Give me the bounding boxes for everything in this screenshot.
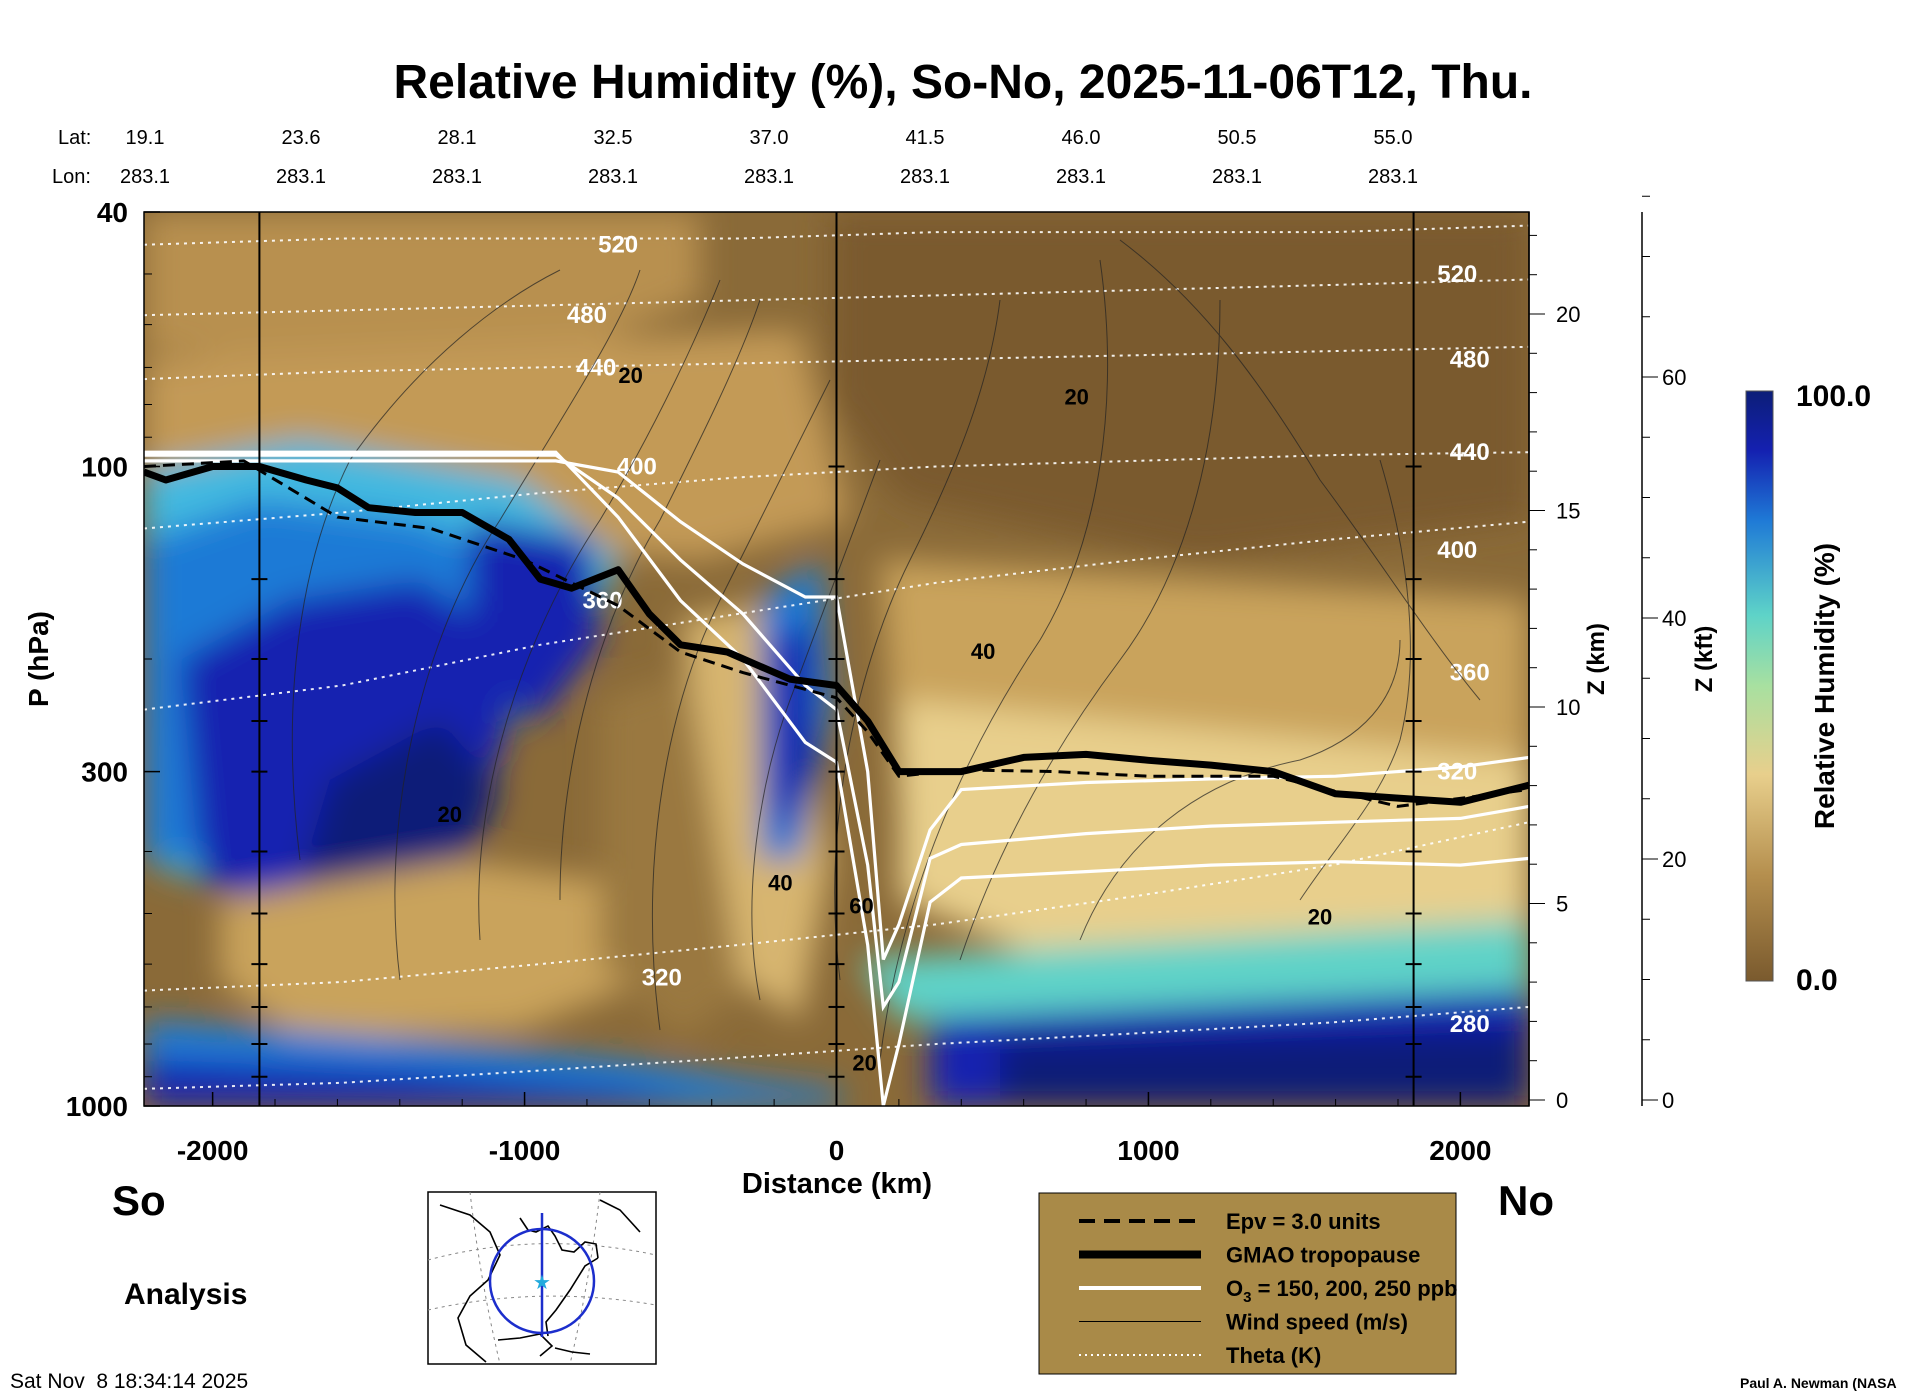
lat-row-label: Lat: — [58, 127, 91, 149]
analysis-label: Analysis — [124, 1278, 247, 1311]
wind-speed-label: 60 — [849, 893, 873, 918]
lat-value: 41.5 — [906, 127, 945, 149]
z-km-axis: 0 5 10 15 20 — [1528, 212, 1580, 1113]
theta-label: 320 — [642, 965, 682, 992]
z-km-tick-label: 20 — [1556, 302, 1580, 327]
theta-label: 440 — [576, 354, 616, 381]
x-tick-label: 1000 — [1117, 1135, 1179, 1166]
y-tick-label: 1000 — [66, 1091, 128, 1122]
credit: Paul A. Newman (NASA — [1740, 1375, 1897, 1391]
wind-speed-label: 40 — [971, 639, 995, 664]
lon-value: 283.1 — [1368, 166, 1418, 188]
inset-center-star-icon: ★ — [533, 1272, 551, 1294]
lon-row-label: Lon: — [52, 166, 91, 188]
y-axis: 40 100 300 1000 — [66, 197, 160, 1122]
south-end-label: So — [112, 1177, 166, 1224]
tropopause-line — [144, 463, 1529, 806]
lat-value: 19.1 — [126, 127, 165, 149]
wind-speed-label: 40 — [768, 870, 792, 895]
z-km-tick-label: 10 — [1556, 695, 1580, 720]
z-km-tick-label: 5 — [1556, 892, 1568, 917]
x-axis: -2000 -1000 0 1000 2000 — [177, 1092, 1492, 1166]
legend-label: Wind speed (m/s) — [1226, 1310, 1408, 1335]
x-tick-label: 0 — [829, 1135, 845, 1166]
theta-line-320 — [144, 821, 1529, 992]
z-km-tick-label: 0 — [1556, 1088, 1568, 1113]
lat-lon-header: Lat: Lon: 19.1 283.1 23.6 283.1 28.1 283.1 32.… — [52, 127, 1418, 188]
lat-value: 28.1 — [438, 127, 477, 149]
lon-value: 283.1 — [276, 166, 326, 188]
theta-label: 360 — [1450, 660, 1490, 687]
z-kft-tick-label: 40 — [1662, 606, 1686, 631]
theta-label: 280 — [1450, 1011, 1490, 1038]
lon-value: 283.1 — [900, 166, 950, 188]
wind-speed-label: 20 — [437, 802, 461, 827]
colorbar-title: Relative Humidity (%) — [1809, 543, 1840, 829]
theta-label: 440 — [1450, 439, 1490, 466]
reference-verticals — [251, 212, 1422, 1106]
timestamp: Sat Nov 8 18:34:14 2025 — [10, 1370, 248, 1393]
ozone-contour — [144, 459, 1529, 961]
y-tick-label: 100 — [81, 451, 128, 482]
theta-line-360 — [144, 520, 1529, 711]
chart-title: Relative Humidity (%), So-No, 2025-11-06… — [394, 56, 1533, 109]
lat-value: 55.0 — [1374, 127, 1413, 149]
wind-speed-label: 20 — [1064, 385, 1088, 410]
wind-speed-label: 20 — [1308, 904, 1332, 929]
ozone-contour — [144, 450, 1529, 1106]
z-kft-tick-label: 0 — [1662, 1088, 1674, 1113]
legend-label: Epv = 3.0 units — [1226, 1209, 1381, 1234]
lon-value: 283.1 — [432, 166, 482, 188]
theta-label: 320 — [1437, 759, 1477, 786]
lat-value: 46.0 — [1062, 127, 1101, 149]
colorbar-min: 0.0 — [1796, 964, 1838, 997]
lon-value: 283.1 — [120, 166, 170, 188]
z-kft-axis-title: Z (kft) — [1691, 626, 1718, 693]
wind-speed-label: 20 — [618, 363, 642, 388]
lat-value: 32.5 — [594, 127, 633, 149]
z-kft-tick-label: 20 — [1662, 847, 1686, 872]
wind-contours — [291, 239, 1481, 1061]
lat-lon-values: 19.1 283.1 23.6 283.1 28.1 283.1 32.5 283.1 37.0… — [120, 127, 1418, 188]
theta-label: 520 — [598, 232, 638, 259]
z-kft-tick-label: 60 — [1662, 365, 1686, 390]
wind-speed-labels: 20 20 40 20 40 60 20 20 — [437, 363, 1332, 1076]
theta-label: 520 — [1437, 261, 1477, 288]
colorbar-max: 100.0 — [1796, 380, 1871, 413]
colorbar: 100.0 0.0 Relative Humidity (%) — [1745, 380, 1871, 997]
lon-value: 283.1 — [744, 166, 794, 188]
lat-value: 37.0 — [750, 127, 789, 149]
theta-label: 400 — [1437, 537, 1477, 564]
north-end-label: No — [1498, 1177, 1554, 1224]
z-kft-axis: 0 20 40 60 — [1641, 195, 1686, 1113]
z-km-tick-label: 15 — [1556, 499, 1580, 524]
legend-label: GMAO tropopause — [1226, 1243, 1420, 1268]
ozone-contour — [144, 453, 1529, 1012]
theta-label: 360 — [583, 587, 623, 614]
lon-value: 283.1 — [588, 166, 638, 188]
lat-value: 23.6 — [282, 127, 321, 149]
wind-speed-label: 20 — [852, 1050, 876, 1075]
lon-value: 283.1 — [1212, 166, 1262, 188]
x-tick-label: -1000 — [489, 1135, 561, 1166]
legend-label: Theta (K) — [1226, 1343, 1321, 1368]
x-tick-label: 2000 — [1429, 1135, 1491, 1166]
colorbar-ramp — [1745, 390, 1774, 982]
y-axis-title: P (hPa) — [23, 611, 54, 707]
ozone-contours — [144, 450, 1529, 1106]
x-tick-label: -2000 — [177, 1135, 249, 1166]
theta-label: 480 — [1450, 346, 1490, 373]
z-km-axis-title: Z (km) — [1583, 623, 1610, 695]
y-tick-label: 40 — [97, 197, 128, 228]
inset-map: ★ — [427, 1191, 657, 1365]
lat-value: 50.5 — [1218, 127, 1257, 149]
theta-label: 480 — [567, 302, 607, 329]
x-axis-title: Distance (km) — [742, 1168, 932, 1200]
y-tick-label: 300 — [81, 757, 128, 788]
lon-value: 283.1 — [1056, 166, 1106, 188]
